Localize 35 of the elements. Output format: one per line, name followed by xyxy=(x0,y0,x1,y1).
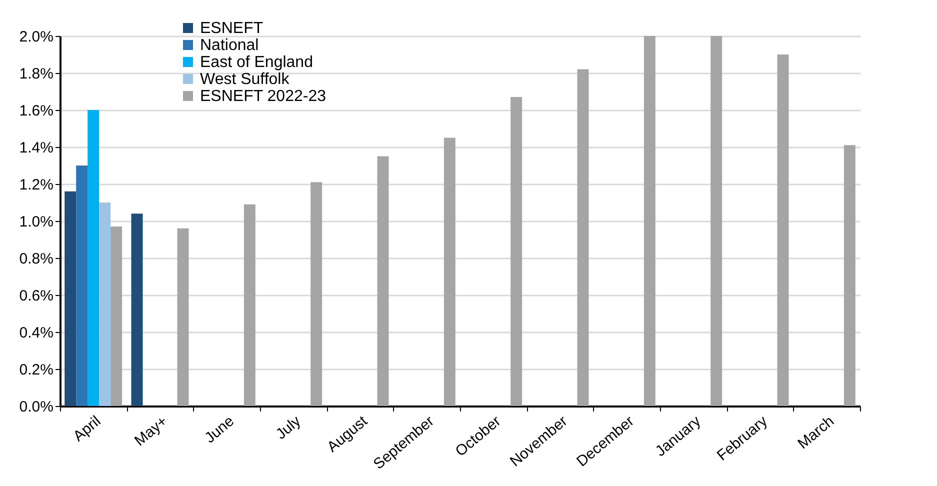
y-tick-label: 0.6% xyxy=(19,288,54,304)
legend-label: ESNEFT 2022-23 xyxy=(200,88,326,105)
y-tick-label: 1.6% xyxy=(19,102,54,120)
bar xyxy=(88,110,100,406)
legend-label: East of England xyxy=(200,54,313,71)
y-tick-label: 1.0% xyxy=(19,214,54,230)
legend-label: National xyxy=(200,37,259,54)
y-tick-label: 1.4% xyxy=(19,140,54,156)
bar xyxy=(76,166,88,406)
bar xyxy=(64,191,76,406)
y-tick-label: 2.0% xyxy=(19,28,54,46)
y-tick-label: 0.2% xyxy=(19,362,54,378)
bar xyxy=(99,202,111,406)
bar xyxy=(710,36,722,406)
bar xyxy=(310,182,322,406)
legend-label: ESNEFT xyxy=(200,20,264,37)
legend-label: West Suffolk xyxy=(200,71,290,88)
bar xyxy=(577,69,589,406)
y-tick-label: 1.2% xyxy=(19,176,54,194)
bar xyxy=(377,156,389,406)
y-tick-label: 0.4% xyxy=(19,324,54,342)
bar xyxy=(844,145,856,406)
y-tick-label: 1.8% xyxy=(19,66,54,82)
x-tick-label: July xyxy=(272,412,304,443)
bar xyxy=(110,226,122,406)
bar xyxy=(644,36,656,406)
bar xyxy=(244,204,256,406)
x-tick-label: June xyxy=(202,412,238,447)
bar xyxy=(444,138,456,406)
y-tick-label: 0.0% xyxy=(19,398,54,416)
bar xyxy=(131,214,143,406)
bar xyxy=(177,228,189,406)
bar xyxy=(777,54,789,406)
y-tick-label: 0.8% xyxy=(19,250,54,268)
bar xyxy=(510,97,522,406)
